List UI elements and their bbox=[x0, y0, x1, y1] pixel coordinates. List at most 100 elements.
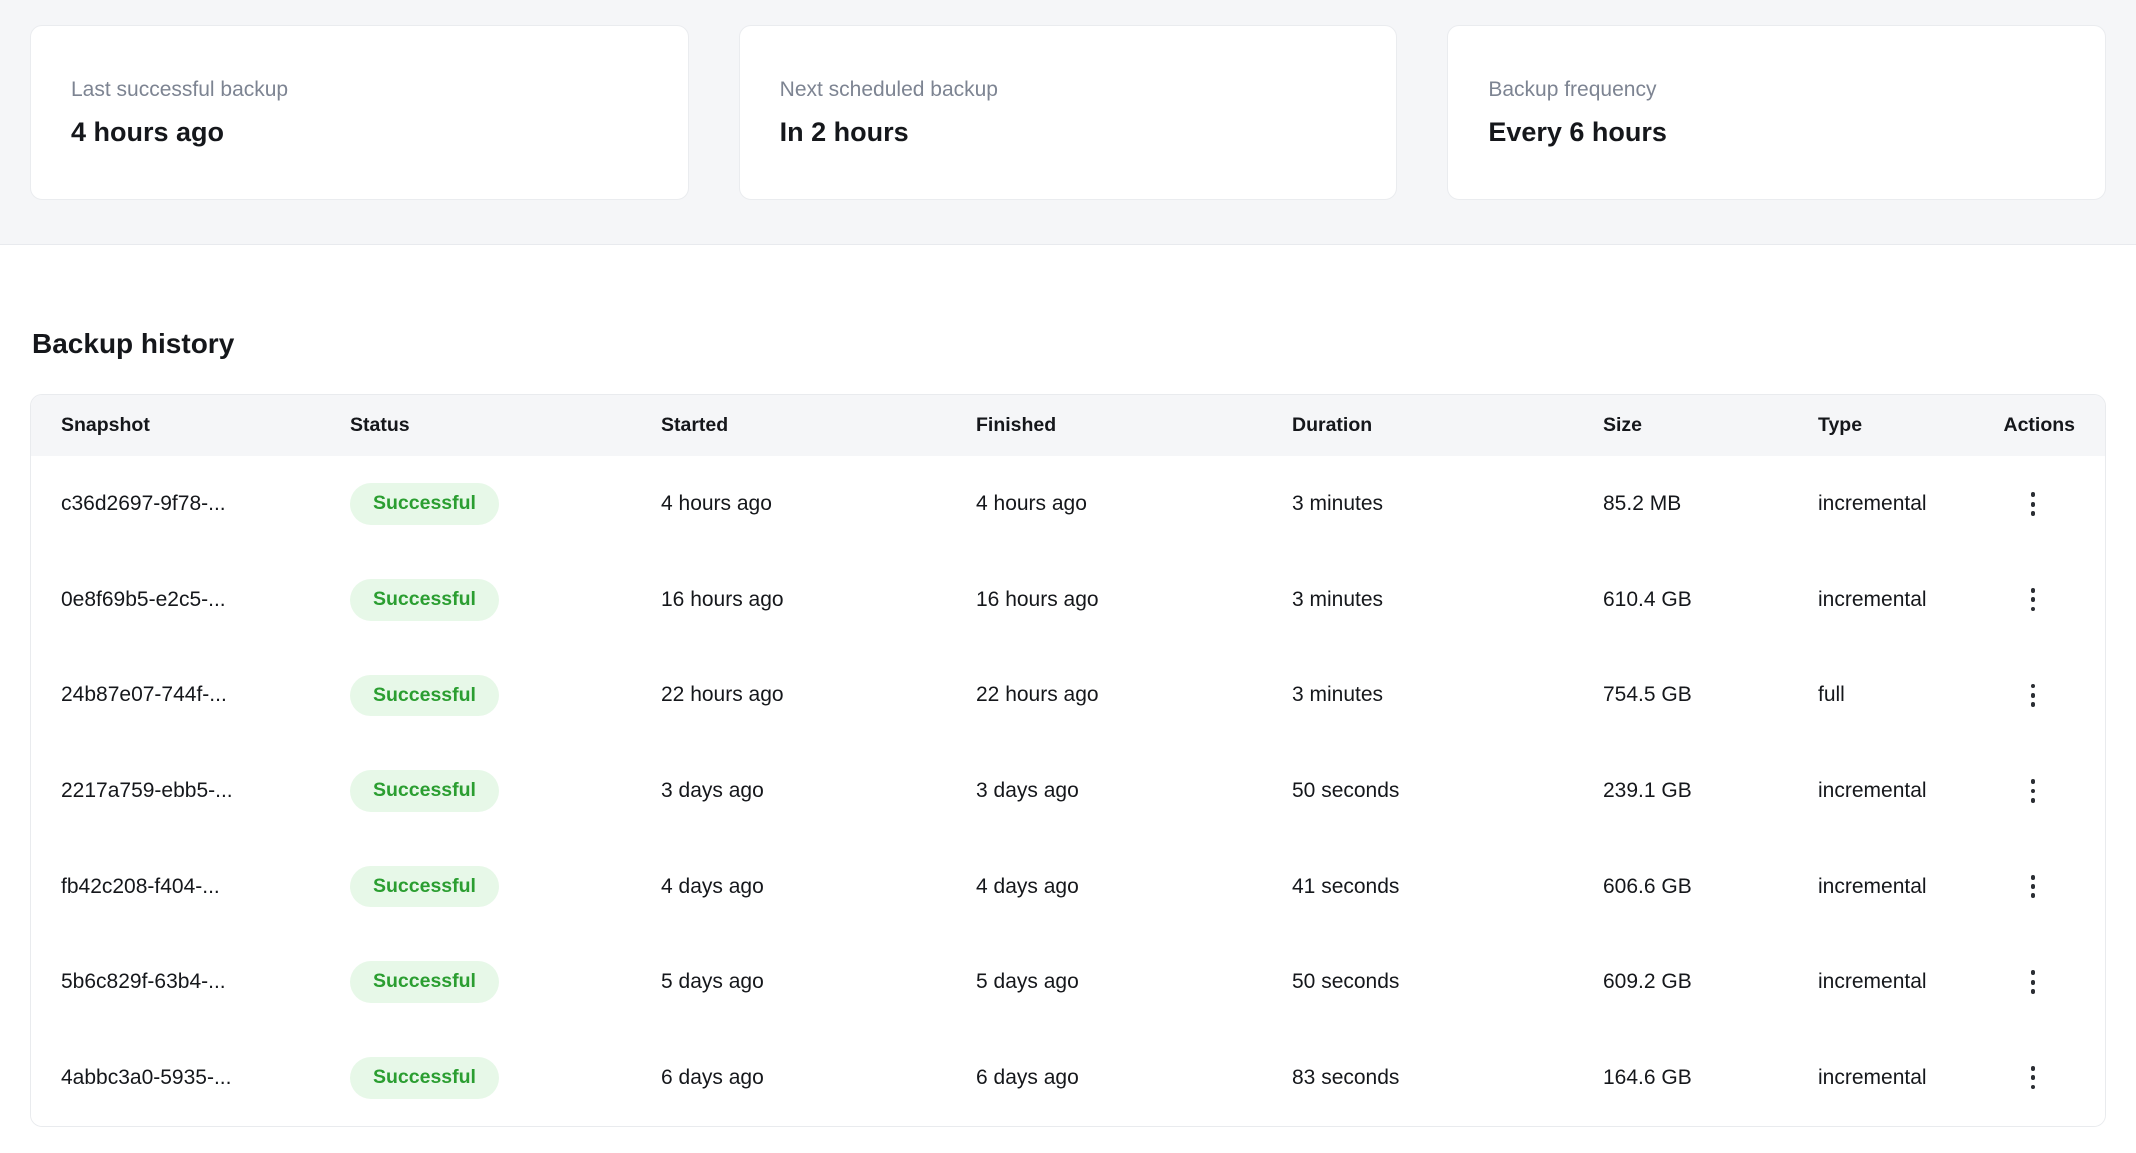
row-actions-button[interactable] bbox=[1991, 576, 2075, 624]
status-cell: Successful bbox=[350, 865, 661, 908]
table-body: c36d2697-9f78-... Successful 4 hours ago… bbox=[31, 456, 2105, 1126]
column-header-finished: Finished bbox=[976, 414, 1057, 437]
summary-band: Last successful backup 4 hours ago Next … bbox=[0, 0, 2136, 245]
started-cell: 6 days ago bbox=[661, 1065, 764, 1089]
card-value: In 2 hours bbox=[779, 116, 909, 147]
column-header-type: Type bbox=[1818, 414, 1863, 437]
status-badge: Successful bbox=[350, 865, 499, 908]
row-actions-button[interactable] bbox=[1991, 1054, 2075, 1102]
started-cell: 3 days ago bbox=[661, 778, 764, 802]
status-badge: Successful bbox=[350, 674, 499, 717]
table-row: fb42c208-f404-... Successful 4 days ago … bbox=[31, 838, 2105, 935]
backup-history-section: Backup history Snapshot Status Started F… bbox=[0, 329, 2136, 1153]
size-cell: 754.5 GB bbox=[1603, 683, 1692, 707]
backup-history-table: Snapshot Status Started Finished Duratio… bbox=[30, 394, 2106, 1127]
actions-cell bbox=[1991, 863, 2075, 911]
kebab-menu-icon bbox=[2030, 683, 2036, 708]
snapshot-id: fb42c208-f404-... bbox=[61, 874, 220, 898]
started-cell: 5 days ago bbox=[661, 970, 764, 994]
kebab-menu-icon bbox=[2030, 1066, 2036, 1090]
status-cell: Successful bbox=[350, 674, 661, 717]
status-badge: Successful bbox=[350, 483, 499, 525]
type-cell: incremental bbox=[1818, 970, 1927, 994]
finished-cell: 16 hours ago bbox=[976, 587, 1099, 611]
actions-cell bbox=[1991, 958, 2075, 1006]
card-label: Backup frequency bbox=[1488, 77, 1657, 101]
row-actions-button[interactable] bbox=[1991, 767, 2075, 815]
row-actions-button[interactable] bbox=[1991, 958, 2075, 1006]
table-row: 24b87e07-744f-... Successful 22 hours ag… bbox=[31, 647, 2105, 744]
kebab-menu-icon bbox=[2030, 874, 2036, 899]
started-cell: 4 days ago bbox=[661, 874, 764, 898]
actions-cell bbox=[1991, 767, 2075, 815]
kebab-menu-icon bbox=[2030, 492, 2036, 516]
kebab-menu-icon bbox=[2030, 588, 2036, 612]
started-cell: 4 hours ago bbox=[661, 492, 772, 516]
table-row: 0e8f69b5-e2c5-... Successful 16 hours ag… bbox=[31, 551, 2105, 648]
table-row: 2217a759-ebb5-... Successful 3 days ago … bbox=[31, 743, 2105, 839]
finished-cell: 3 days ago bbox=[976, 778, 1079, 802]
kebab-menu-icon bbox=[2030, 779, 2036, 803]
column-header-started: Started bbox=[661, 414, 729, 437]
snapshot-id: 24b87e07-744f-... bbox=[61, 683, 227, 707]
actions-cell bbox=[1991, 671, 2075, 719]
snapshot-id: c36d2697-9f78-... bbox=[61, 492, 226, 516]
started-cell: 22 hours ago bbox=[661, 683, 784, 707]
table-row: 5b6c829f-63b4-... Successful 5 days ago … bbox=[31, 934, 2105, 1030]
table-row: 4abbc3a0-5935-... Successful 6 days ago … bbox=[31, 1029, 2105, 1126]
row-actions-button[interactable] bbox=[1991, 480, 2075, 528]
duration-cell: 83 seconds bbox=[1292, 1065, 1400, 1089]
duration-cell: 3 minutes bbox=[1292, 587, 1384, 611]
column-header-snapshot: Snapshot bbox=[61, 414, 150, 437]
table-row: c36d2697-9f78-... Successful 4 hours ago… bbox=[31, 456, 2105, 552]
card-label: Next scheduled backup bbox=[779, 77, 998, 101]
card-last-successful-backup: Last successful backup 4 hours ago bbox=[30, 25, 689, 200]
card-next-scheduled-backup: Next scheduled backup In 2 hours bbox=[738, 25, 1398, 200]
card-backup-frequency: Backup frequency Every 6 hours bbox=[1447, 25, 2107, 200]
type-cell: incremental bbox=[1818, 1065, 1927, 1089]
type-cell: incremental bbox=[1818, 874, 1927, 898]
size-cell: 609.2 GB bbox=[1603, 970, 1692, 994]
snapshot-id: 2217a759-ebb5-... bbox=[61, 778, 233, 802]
column-header-duration: Duration bbox=[1292, 414, 1373, 437]
type-cell: incremental bbox=[1818, 492, 1927, 516]
finished-cell: 4 hours ago bbox=[976, 492, 1087, 516]
duration-cell: 50 seconds bbox=[1292, 970, 1400, 994]
actions-cell bbox=[1991, 1054, 2075, 1102]
type-cell: incremental bbox=[1818, 587, 1927, 611]
status-cell: Successful bbox=[350, 579, 661, 621]
finished-cell: 6 days ago bbox=[976, 1065, 1079, 1089]
status-cell: Successful bbox=[350, 961, 661, 1003]
status-cell: Successful bbox=[350, 1057, 661, 1099]
card-value: 4 hours ago bbox=[71, 116, 225, 147]
row-actions-button[interactable] bbox=[1991, 863, 2075, 911]
actions-cell bbox=[1991, 576, 2075, 624]
duration-cell: 3 minutes bbox=[1292, 683, 1384, 707]
size-cell: 164.6 GB bbox=[1603, 1065, 1692, 1089]
card-value: Every 6 hours bbox=[1488, 116, 1667, 147]
status-badge: Successful bbox=[350, 579, 499, 621]
type-cell: full bbox=[1818, 683, 1845, 707]
snapshot-id: 5b6c829f-63b4-... bbox=[61, 970, 226, 994]
page-title: Backup history bbox=[32, 328, 235, 359]
duration-cell: 3 minutes bbox=[1292, 492, 1384, 516]
status-cell: Successful bbox=[350, 483, 661, 525]
duration-cell: 41 seconds bbox=[1292, 874, 1400, 898]
column-header-actions: Actions bbox=[2003, 414, 2075, 437]
size-cell: 606.6 GB bbox=[1603, 874, 1692, 898]
status-cell: Successful bbox=[350, 770, 661, 812]
column-header-status: Status bbox=[350, 414, 410, 437]
row-actions-button[interactable] bbox=[1991, 671, 2075, 719]
started-cell: 16 hours ago bbox=[661, 587, 784, 611]
status-badge: Successful bbox=[350, 770, 499, 812]
finished-cell: 22 hours ago bbox=[976, 683, 1099, 707]
snapshot-id: 4abbc3a0-5935-... bbox=[61, 1065, 232, 1089]
size-cell: 85.2 MB bbox=[1603, 492, 1682, 516]
status-badge: Successful bbox=[350, 1057, 499, 1099]
duration-cell: 50 seconds bbox=[1292, 778, 1400, 802]
status-badge: Successful bbox=[350, 961, 499, 1003]
kebab-menu-icon bbox=[2030, 970, 2036, 994]
card-label: Last successful backup bbox=[71, 77, 289, 101]
size-cell: 239.1 GB bbox=[1603, 778, 1692, 802]
finished-cell: 5 days ago bbox=[976, 970, 1079, 994]
